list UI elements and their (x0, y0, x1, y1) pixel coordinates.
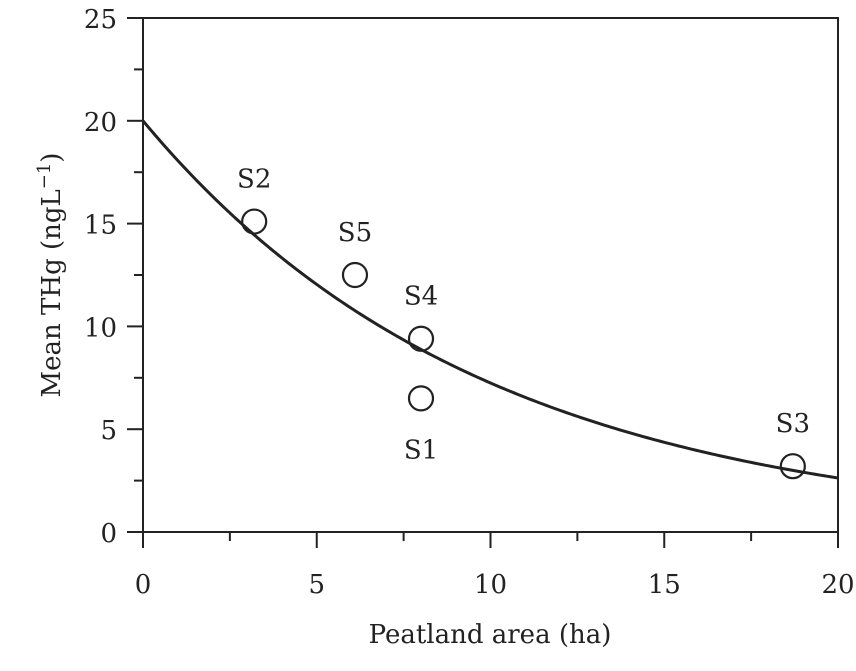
y-tick-label: 5 (100, 416, 117, 446)
y-axis-title: Mean THg (ngL−1) (34, 153, 67, 398)
y-tick-label: 0 (100, 519, 117, 549)
point-label-s1: S1 (404, 435, 438, 465)
plot-box (142, 17, 839, 533)
x-axis-tick-labels: 0 5 10 15 20 (135, 570, 855, 600)
data-points (241, 208, 806, 480)
data-point-s1 (407, 385, 435, 412)
data-point-s2 (241, 208, 268, 235)
y-axis-tick-labels: 0 5 10 15 20 25 (84, 5, 117, 549)
x-tick-label: 5 (308, 570, 325, 600)
fit-curve (141, 119, 839, 480)
data-point-s3 (779, 453, 806, 480)
y-axis-title-close: ) (37, 153, 67, 163)
x-tick-label: 10 (474, 570, 507, 600)
point-label-s4: S4 (404, 282, 438, 312)
plot-frame (142, 17, 839, 533)
y-axis-ticks (127, 17, 143, 533)
data-point-s4 (407, 325, 435, 352)
y-tick-label: 20 (84, 108, 117, 138)
y-axis-title-superscript: −1 (34, 163, 55, 190)
data-point-labels: S2 S5 S4 S1 S3 (237, 165, 810, 466)
y-tick-label: 10 (84, 313, 117, 343)
y-axis-title-main: Mean THg (ngL (37, 189, 67, 397)
point-label-s3: S3 (776, 409, 810, 439)
y-tick-label: 25 (84, 5, 117, 35)
point-label-s5: S5 (338, 218, 372, 248)
point-label-s2: S2 (237, 165, 271, 195)
y-tick-label: 15 (84, 211, 117, 241)
x-axis-ticks (142, 532, 839, 548)
data-point-s5 (341, 261, 369, 289)
x-tick-label: 20 (821, 570, 854, 600)
x-tick-label: 15 (648, 570, 681, 600)
x-axis-title: Peatland area (ha) (369, 620, 612, 650)
x-tick-label: 0 (135, 570, 152, 600)
